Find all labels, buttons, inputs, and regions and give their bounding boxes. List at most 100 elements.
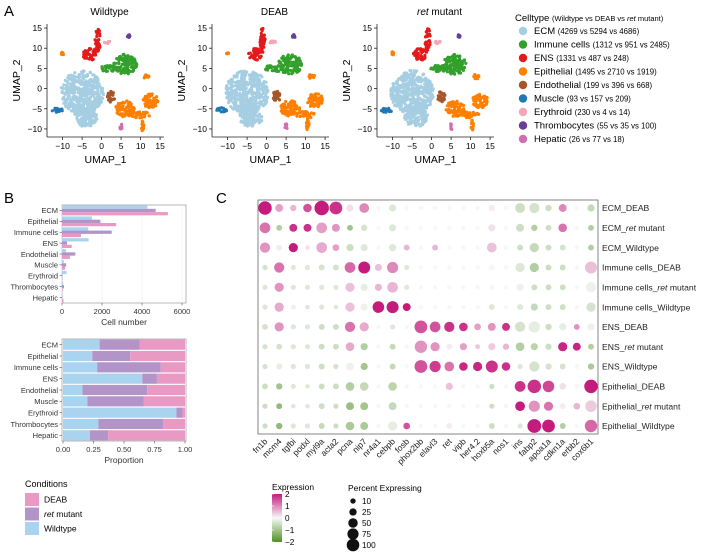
dot xyxy=(503,423,509,429)
legend-label: ret mutant xyxy=(44,509,83,519)
umap-point xyxy=(457,64,461,68)
umap-point xyxy=(67,74,71,78)
umap-point xyxy=(240,72,244,76)
umap-point xyxy=(472,102,476,106)
dot xyxy=(403,422,411,430)
umap-point xyxy=(312,111,316,116)
umap-point xyxy=(281,70,285,74)
dot xyxy=(559,284,566,291)
umap-point xyxy=(478,92,482,97)
umap-point xyxy=(447,58,451,62)
umap-point xyxy=(240,83,244,87)
umap-point xyxy=(69,98,73,102)
umap-point xyxy=(420,78,424,82)
umap-point xyxy=(230,90,234,94)
umap-point xyxy=(123,101,127,105)
legend-entry-name: Thrombocytes xyxy=(534,121,597,132)
umap-point xyxy=(255,92,259,96)
umap-point xyxy=(402,79,406,83)
umap-point xyxy=(243,103,247,107)
umap-point xyxy=(286,65,290,69)
umap-point xyxy=(84,54,88,58)
legend-title: Expression xyxy=(272,482,314,492)
dot xyxy=(475,384,480,389)
umap-point xyxy=(107,66,111,70)
umap-point xyxy=(312,75,316,79)
umap-point xyxy=(235,105,239,109)
umap-point xyxy=(247,51,251,56)
dot xyxy=(475,225,480,231)
dot xyxy=(372,301,385,313)
umap-point xyxy=(250,92,254,96)
umap-point xyxy=(405,105,409,109)
umap-point xyxy=(261,91,265,96)
x-tick-label: 5 xyxy=(119,141,124,151)
dot xyxy=(262,304,268,310)
umap-point xyxy=(410,83,414,87)
legend-entry-counts: (199 vs 396 vs 668) xyxy=(584,81,653,90)
umap-point xyxy=(265,64,269,68)
legend-title: Conditions xyxy=(25,479,68,489)
umap-point xyxy=(458,54,462,58)
umap-point xyxy=(457,35,461,39)
dot xyxy=(388,382,397,391)
y-tick-label: Muscle xyxy=(34,397,58,406)
umap-point xyxy=(421,48,425,52)
dot xyxy=(501,362,511,371)
umap-point xyxy=(122,58,126,62)
dot xyxy=(332,343,339,350)
dot xyxy=(333,284,339,290)
umap-point xyxy=(94,39,98,43)
dot xyxy=(376,384,381,389)
umap-point xyxy=(242,109,246,114)
dot xyxy=(515,262,525,273)
umap-point xyxy=(420,120,424,124)
umap-point xyxy=(141,121,145,125)
umap-point xyxy=(111,91,115,95)
x-tick-label: 10 xyxy=(466,141,476,151)
umap-point xyxy=(458,71,463,75)
dot xyxy=(588,244,594,251)
legend-entry-name: ENS xyxy=(534,53,556,64)
umap-point xyxy=(88,116,92,120)
umap-point xyxy=(90,85,95,89)
stacked-bar-segment xyxy=(63,407,177,418)
umap-point xyxy=(467,116,472,120)
umap-point xyxy=(306,111,310,115)
x-tick-label: −5 xyxy=(77,141,87,151)
umap-point xyxy=(426,87,431,91)
umap-point xyxy=(83,115,87,119)
x-tick-label: 0 xyxy=(264,141,269,151)
legend-entry: Immune cells (1312 vs 951 vs 2485) xyxy=(534,40,670,51)
umap-point xyxy=(273,39,277,43)
dot xyxy=(574,285,580,290)
umap-point xyxy=(476,103,480,107)
umap-point xyxy=(133,115,137,119)
plot-frame xyxy=(257,199,599,435)
umap-point xyxy=(428,34,432,38)
umap-point xyxy=(126,54,130,58)
dot xyxy=(305,384,310,389)
dot xyxy=(586,302,596,312)
x-tick-label: −10 xyxy=(385,141,400,151)
dot xyxy=(545,224,552,231)
dot xyxy=(559,323,567,331)
umap-point xyxy=(98,45,102,49)
umap-point xyxy=(462,58,466,63)
dot xyxy=(329,201,343,215)
umap-point xyxy=(419,104,423,108)
umap-point xyxy=(258,55,262,59)
x-tick-label: 10 xyxy=(136,141,146,151)
umap-point xyxy=(474,75,478,79)
dot xyxy=(503,205,509,211)
stacked-bar-segment xyxy=(82,384,148,396)
y-tick-label: Hepatic xyxy=(33,431,59,440)
umap-point xyxy=(143,114,147,118)
umap-point xyxy=(241,120,245,125)
umap-point xyxy=(428,79,432,83)
y-tick-label: Endothelial xyxy=(21,250,58,259)
umap-point xyxy=(288,57,292,61)
umap-point xyxy=(393,87,397,91)
umap-point xyxy=(286,54,290,58)
umap-point xyxy=(317,103,321,107)
